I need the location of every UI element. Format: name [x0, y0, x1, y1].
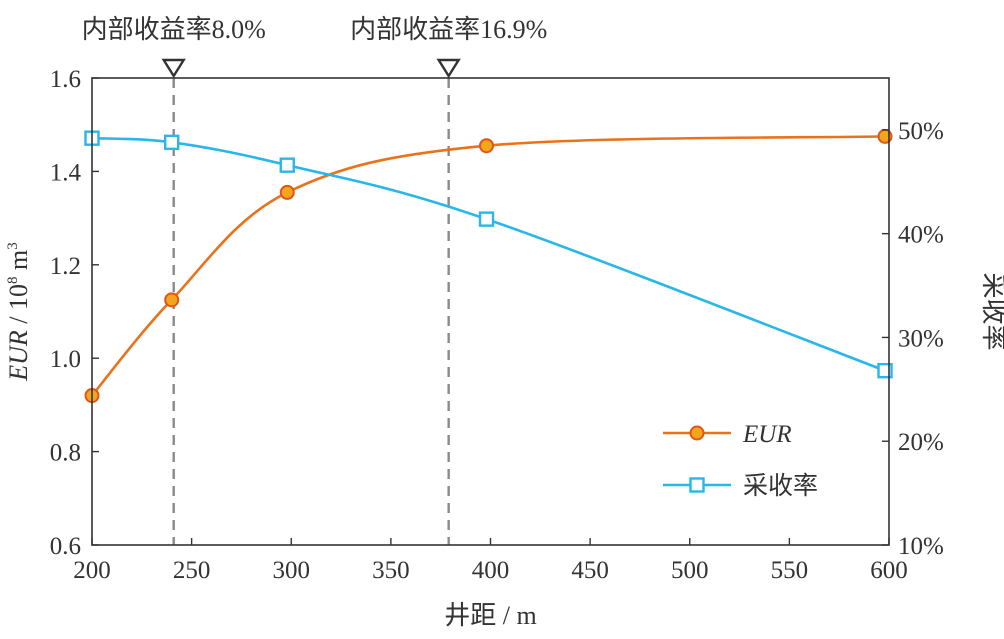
y-left-tick-label: 0.8 [50, 440, 81, 467]
legend-label-recovery: 采收率 [743, 472, 818, 500]
y-right-tick-label: 20% [898, 429, 944, 456]
y-left-tick-label: 1.0 [50, 346, 81, 373]
y-axis-left-title: EUR / 108 m3 [4, 242, 33, 382]
y-left-tick-label: 0.6 [50, 533, 81, 560]
annotation-label: 内部收益率8.0% [82, 15, 266, 44]
eur-data-point [164, 292, 180, 308]
y-axis-left-title-sep: / [4, 310, 33, 330]
x-tick-label: 450 [571, 557, 609, 584]
legend: EUR 采收率 [657, 411, 857, 507]
x-axis-title: 井距 / m [444, 601, 536, 630]
eur-data-point [479, 138, 495, 154]
y-axis-left-title-unit-exp: 3 [5, 242, 21, 250]
legend-marker-eur [689, 425, 705, 441]
x-tick-label: 550 [771, 557, 809, 584]
y-right-tick-label: 40% [898, 222, 944, 249]
recovery-data-point [163, 134, 180, 151]
annotation-label: 内部收益率16.9% [350, 15, 547, 44]
y-right-tick-label: 10% [898, 533, 944, 560]
eur-data-point [279, 184, 295, 200]
series-layer [84, 128, 893, 404]
y-left-tick-label: 1.6 [50, 66, 81, 93]
x-tick-label: 300 [273, 557, 311, 584]
annotation-triangle-marker [161, 58, 186, 79]
y-right-tick-label: 30% [898, 325, 944, 352]
y-left-tick-label: 1.4 [50, 159, 82, 186]
legend-marker-recovery [689, 477, 705, 493]
y-axis-left-title-base: 10 [4, 284, 33, 310]
x-tick-label: 600 [870, 557, 908, 584]
series-line-eur [91, 135, 886, 397]
x-tick-label: 200 [73, 557, 111, 584]
y-left-tick-label: 1.2 [50, 253, 81, 280]
y-axis-right-title: 采收率 [979, 272, 1004, 350]
y-axis-left-title-unit: m [4, 250, 33, 277]
annotation-layer: 内部收益率8.0% 内部收益率16.9% [82, 15, 547, 545]
x-tick-label: 250 [173, 557, 211, 584]
x-tick-label: 400 [472, 557, 510, 584]
y-right-tick-label: 50% [898, 118, 944, 145]
x-tick-label: 500 [671, 557, 709, 584]
recovery-data-point [478, 211, 495, 227]
recovery-data-point [279, 157, 295, 173]
x-tick-label: 350 [372, 557, 410, 584]
legend-label-eur: EUR [742, 421, 792, 448]
y-axis-left-title-prefix: EUR [4, 330, 33, 382]
annotation-triangle-marker [436, 58, 461, 79]
y-axis-left-title-exp: 8 [5, 276, 21, 284]
tick-layer: 200 250 300 350 400 450 500 550 600 0.6 0.8 1.0 1.2 1… [50, 66, 944, 584]
